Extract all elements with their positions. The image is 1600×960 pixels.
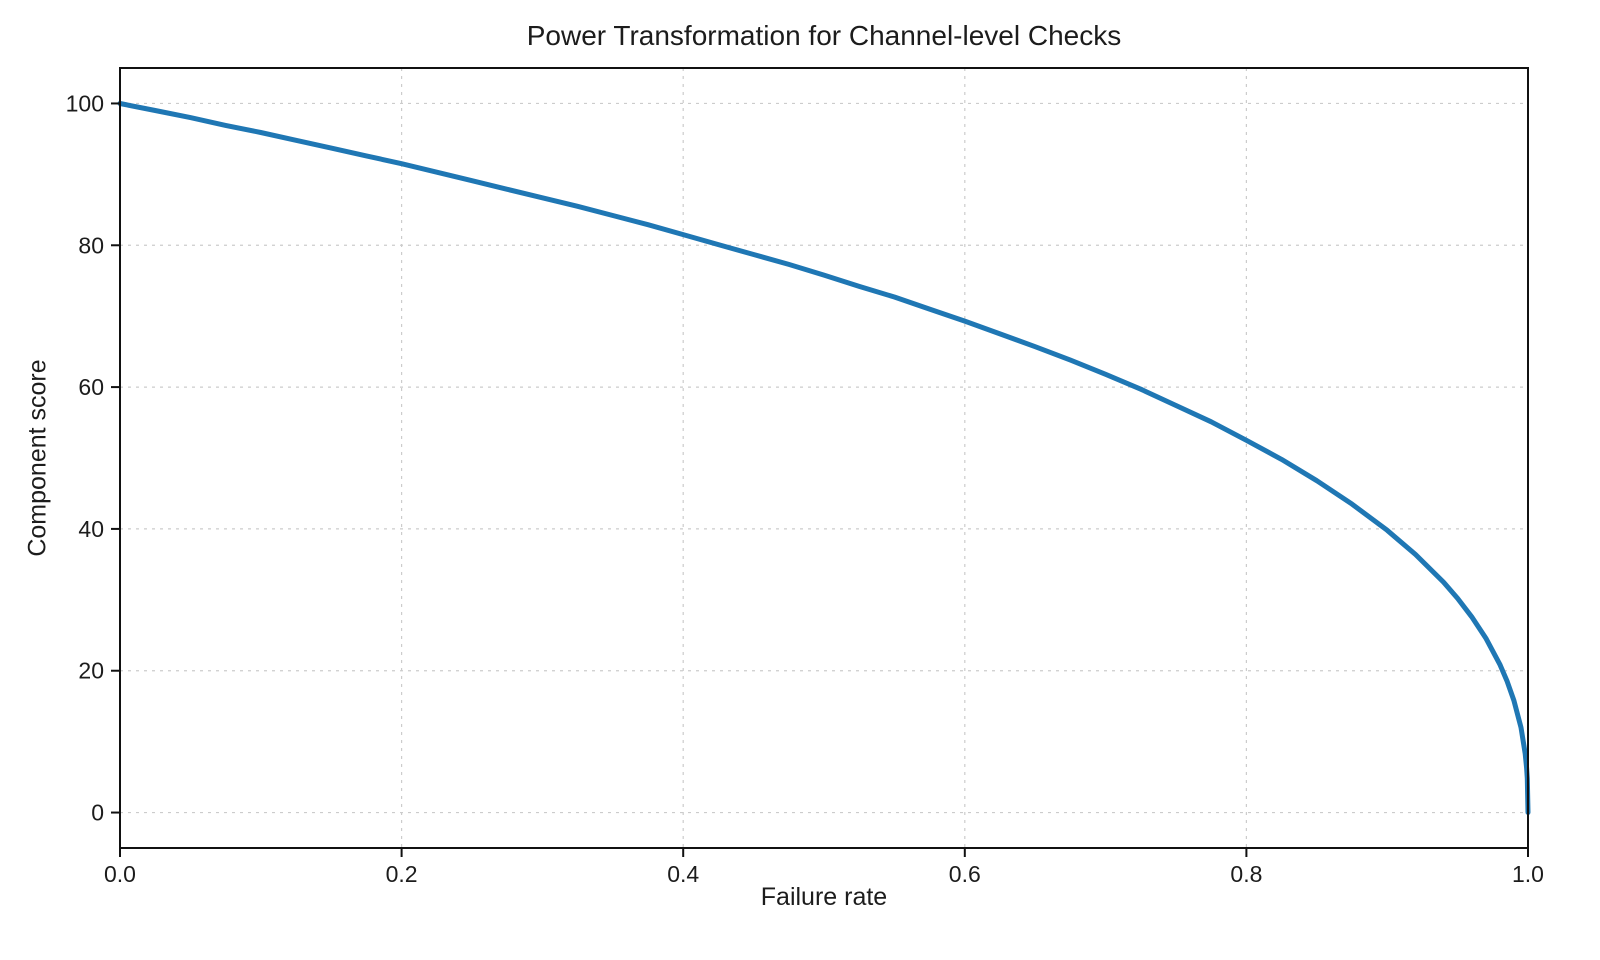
x-axis-label: Failure rate	[760, 883, 888, 911]
y-tick-label: 100	[66, 90, 104, 116]
series-line	[117, 101, 1531, 815]
y-tick-label: 60	[78, 374, 104, 400]
x-tick-label: 1.0	[1512, 861, 1544, 887]
plot-border	[119, 67, 1529, 849]
y-tick-label: 40	[78, 516, 104, 542]
chart-title: Power Transformation for Channel-level C…	[526, 20, 1122, 51]
y-tick-label: 0	[91, 800, 104, 826]
y-tick-label: 20	[78, 658, 104, 684]
x-tick-label: 0.6	[949, 861, 981, 887]
y-tick-label: 80	[78, 232, 104, 258]
x-tick-label: 0.2	[386, 861, 418, 887]
y-axis-label: Component score	[23, 359, 52, 557]
x-tick-label: 0.8	[1230, 861, 1262, 887]
x-tick-label: 0.4	[667, 861, 699, 887]
x-tick-label: 0.0	[104, 861, 136, 887]
